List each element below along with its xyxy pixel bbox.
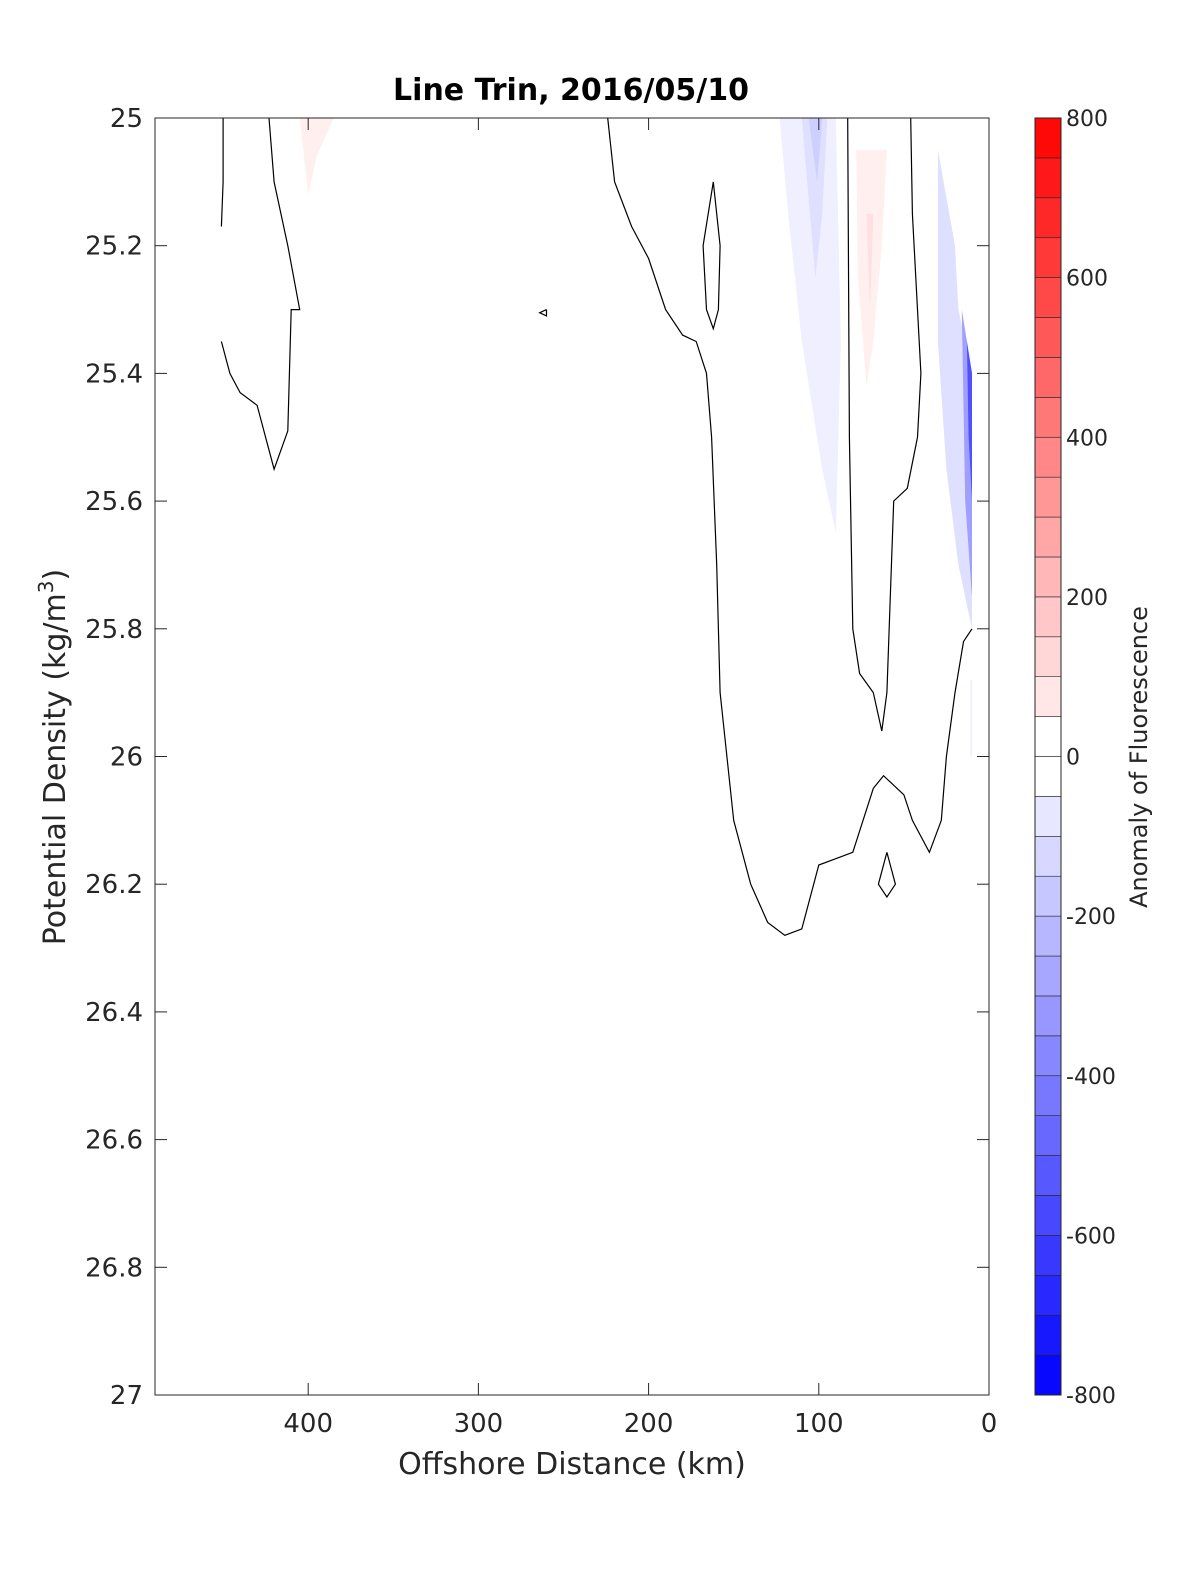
colorbar-segment (1034, 317, 1062, 358)
y-tick-label: 25.6 (85, 487, 143, 517)
y-tick-label: 25 (110, 104, 143, 134)
y-tick-label: 26.4 (85, 998, 143, 1028)
colorbar-tick-label: 400 (1066, 426, 1108, 451)
contour-line (702, 181, 721, 331)
anomaly-region (801, 118, 828, 278)
colorbar-tick-label: -800 (1066, 1384, 1116, 1409)
y-tick-label: 26.6 (85, 1126, 143, 1156)
colorbar-segment (1034, 1195, 1062, 1236)
y-tick-label: 25.4 (85, 359, 143, 389)
contour-line (220, 117, 301, 472)
y-axis-label-sup: 3 (34, 580, 58, 593)
colorbar-segment (1034, 955, 1062, 997)
colorbar-segment (1034, 1035, 1062, 1077)
colorbar-segment (1034, 237, 1062, 278)
colorbar-segment (1034, 1274, 1062, 1316)
contour-line (847, 117, 922, 732)
plot-area (155, 118, 989, 1395)
colorbar-tick-label: -600 (1066, 1224, 1116, 1249)
colorbar-segment (1034, 836, 1062, 877)
colorbar-segment (1034, 1075, 1062, 1116)
colorbar-segment (1034, 556, 1062, 598)
anomaly-region (866, 213, 874, 310)
contour-line (607, 117, 973, 936)
contour-line (877, 852, 897, 899)
colorbar-tick-label: -400 (1066, 1065, 1116, 1090)
colorbar-segment (1034, 636, 1062, 677)
colorbar-segment (1034, 596, 1062, 638)
colorbar-segment (1034, 676, 1062, 717)
x-tick-label: 200 (624, 1409, 674, 1439)
anomaly-region (966, 341, 972, 502)
x-axis-label: Offshore Distance (km) (398, 1447, 746, 1482)
colorbar-segment (1034, 277, 1062, 318)
contour-line (538, 309, 548, 317)
y-tick-label: 27 (110, 1381, 143, 1411)
colorbar-segment (1034, 995, 1062, 1037)
y-tick-label: 26.8 (85, 1253, 143, 1283)
contour-lines (220, 117, 973, 936)
y-tick-label: 26.2 (85, 870, 143, 900)
colorbar-tick-label: 200 (1066, 586, 1108, 611)
colorbar-segment (1034, 397, 1062, 438)
colorbar-segment (1034, 516, 1062, 558)
y-tick-label: 26 (110, 743, 143, 773)
colorbar-tick-label: 600 (1066, 267, 1108, 292)
x-tick-label: 100 (794, 1409, 844, 1439)
colorbar-label: Anomaly of Fluorescence (1125, 606, 1153, 908)
axis-ticks: 400 300 200 100 0 25 25.2 25.4 25.6 25.8 26 26.2 26.… (85, 104, 997, 1439)
colorbar-segment (1034, 436, 1062, 478)
colorbar-segment (1034, 915, 1062, 957)
colorbar-segment (1034, 716, 1062, 757)
anomaly-region (970, 679, 972, 757)
chart-title: Line Trin, 2016/05/10 (393, 73, 749, 108)
x-tick-label: 0 (981, 1409, 998, 1439)
anomaly-regions (299, 118, 972, 757)
y-axis-label-main: Potential Density (kg/m (38, 593, 73, 945)
colorbar-segment (1034, 875, 1062, 917)
colorbar-segment (1034, 1115, 1062, 1156)
colorbar-frame (1034, 117, 1062, 1396)
y-tick-label: 25.8 (85, 615, 143, 645)
anomaly-region (779, 118, 841, 533)
colorbar-segment (1034, 1354, 1062, 1396)
y-axis-label: Potential Density (kg/m3) (34, 569, 73, 945)
y-tick-label: 25.2 (85, 232, 143, 262)
y-axis-label-suffix: ) (38, 569, 73, 581)
colorbar: 800 600 400 200 0 -200 -400 -600 -800 (1034, 107, 1116, 1409)
contour-line (220, 118, 224, 227)
colorbar-segment (1034, 1155, 1062, 1196)
colorbar-segment (1034, 157, 1062, 199)
colorbar-segment (1034, 756, 1062, 797)
colorbar-segment (1034, 357, 1062, 398)
colorbar-segment (1034, 1235, 1062, 1276)
colorbar-tick-label: -200 (1066, 905, 1116, 930)
colorbar-segment (1034, 197, 1062, 239)
anomaly-region (299, 118, 334, 195)
colorbar-segment (1034, 796, 1062, 837)
colorbar-tick-label: 800 (1066, 107, 1108, 132)
colorbar-segment (1034, 476, 1062, 518)
anomaly-region (937, 149, 972, 629)
colorbar-segment (1034, 1314, 1062, 1356)
colorbar-tick-label: 0 (1066, 746, 1080, 771)
anomaly-region (808, 118, 823, 182)
anomaly-region (856, 149, 887, 387)
x-tick-label: 300 (454, 1409, 504, 1439)
x-tick-label: 400 (283, 1409, 333, 1439)
colorbar-segment (1034, 117, 1062, 159)
